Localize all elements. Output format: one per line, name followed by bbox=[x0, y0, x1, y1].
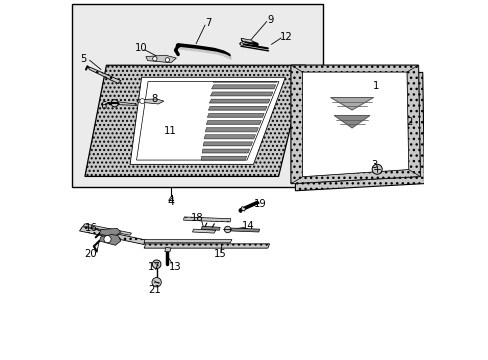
Polygon shape bbox=[202, 149, 249, 153]
Circle shape bbox=[152, 278, 161, 287]
Polygon shape bbox=[210, 92, 272, 96]
Text: 7: 7 bbox=[205, 18, 211, 28]
Polygon shape bbox=[183, 217, 230, 222]
Polygon shape bbox=[203, 142, 252, 146]
Text: 16: 16 bbox=[84, 223, 97, 233]
Polygon shape bbox=[83, 224, 131, 235]
Polygon shape bbox=[192, 229, 215, 233]
Text: 15: 15 bbox=[213, 248, 226, 258]
Polygon shape bbox=[130, 77, 285, 165]
Polygon shape bbox=[290, 170, 419, 184]
Text: 9: 9 bbox=[266, 15, 273, 25]
Polygon shape bbox=[85, 65, 305, 176]
Polygon shape bbox=[209, 99, 269, 103]
Polygon shape bbox=[204, 135, 255, 139]
Circle shape bbox=[152, 260, 161, 269]
Polygon shape bbox=[164, 247, 171, 252]
Polygon shape bbox=[80, 226, 147, 244]
Polygon shape bbox=[241, 39, 253, 43]
Polygon shape bbox=[136, 82, 278, 160]
Polygon shape bbox=[208, 106, 266, 110]
Polygon shape bbox=[295, 72, 424, 191]
Polygon shape bbox=[290, 65, 302, 184]
Text: 10: 10 bbox=[135, 43, 147, 53]
Polygon shape bbox=[201, 226, 220, 230]
Polygon shape bbox=[145, 55, 176, 63]
Text: 17: 17 bbox=[147, 262, 160, 272]
Polygon shape bbox=[87, 66, 121, 84]
Circle shape bbox=[224, 226, 230, 233]
Polygon shape bbox=[333, 116, 369, 128]
Polygon shape bbox=[290, 65, 419, 184]
Text: 21: 21 bbox=[147, 285, 160, 295]
Text: 20: 20 bbox=[84, 248, 97, 258]
Polygon shape bbox=[137, 99, 163, 104]
Polygon shape bbox=[211, 85, 275, 89]
Text: 5: 5 bbox=[81, 54, 87, 64]
Polygon shape bbox=[207, 113, 264, 117]
Circle shape bbox=[104, 235, 111, 243]
Text: 1: 1 bbox=[372, 81, 379, 91]
Polygon shape bbox=[330, 98, 373, 110]
Circle shape bbox=[152, 57, 157, 61]
Circle shape bbox=[371, 164, 382, 174]
Polygon shape bbox=[144, 239, 231, 243]
Polygon shape bbox=[99, 228, 121, 237]
Circle shape bbox=[111, 100, 118, 107]
Polygon shape bbox=[206, 121, 261, 125]
Polygon shape bbox=[241, 207, 245, 211]
Polygon shape bbox=[201, 156, 246, 160]
Text: 11: 11 bbox=[163, 126, 176, 135]
Polygon shape bbox=[406, 65, 419, 176]
Text: 2: 2 bbox=[406, 117, 412, 127]
Polygon shape bbox=[290, 65, 418, 72]
Polygon shape bbox=[99, 234, 121, 245]
Text: 4: 4 bbox=[167, 195, 174, 206]
Polygon shape bbox=[230, 228, 259, 232]
Text: 13: 13 bbox=[169, 262, 182, 272]
Text: 18: 18 bbox=[190, 213, 203, 223]
Bar bbox=[72, 4, 323, 187]
Polygon shape bbox=[205, 128, 258, 131]
Polygon shape bbox=[144, 244, 269, 248]
Circle shape bbox=[140, 99, 144, 104]
Circle shape bbox=[165, 58, 169, 62]
Text: 19: 19 bbox=[253, 199, 266, 209]
Text: 6: 6 bbox=[101, 101, 107, 111]
Text: 14: 14 bbox=[241, 221, 254, 230]
Text: 12: 12 bbox=[280, 32, 292, 42]
Polygon shape bbox=[302, 72, 408, 177]
Text: 8: 8 bbox=[151, 94, 158, 104]
Polygon shape bbox=[118, 102, 137, 105]
Text: 4: 4 bbox=[167, 197, 174, 207]
Text: 3: 3 bbox=[370, 159, 377, 170]
Polygon shape bbox=[240, 42, 243, 45]
